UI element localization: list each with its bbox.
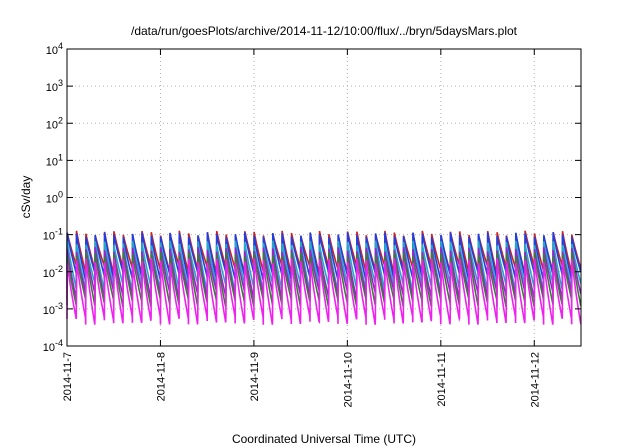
series-line bbox=[66, 240, 582, 292]
y-tick-label: 10-4 bbox=[43, 338, 63, 354]
x-tick-label: 2014-11-8 bbox=[155, 352, 167, 401]
series-line bbox=[66, 232, 582, 281]
y-tick-label: 100 bbox=[46, 190, 63, 206]
x-tick-label: 2014-11-7 bbox=[62, 352, 74, 401]
y-tick-label: 104 bbox=[46, 41, 63, 57]
chart-title: /data/run/goesPlots/archive/2014-11-12/1… bbox=[131, 24, 518, 38]
y-axis-title: cSv/day bbox=[19, 176, 33, 219]
y-tick-label: 10-3 bbox=[43, 301, 63, 317]
x-axis-title: Coordinated Universal Time (UTC) bbox=[232, 432, 416, 446]
y-tick-label: 103 bbox=[46, 78, 63, 94]
grid-layer bbox=[67, 49, 581, 346]
y-tick-label: 10-1 bbox=[43, 227, 63, 243]
series-line bbox=[66, 246, 582, 299]
x-tick-label: 2014-11-11 bbox=[436, 352, 448, 407]
series-line bbox=[66, 230, 582, 274]
y-tick-label: 102 bbox=[46, 115, 63, 131]
series-line bbox=[66, 258, 582, 325]
series-layer bbox=[66, 230, 582, 325]
x-axis: 2014-11-7 2014-11-8 2014-11-9 2014-11-10 201… bbox=[62, 49, 541, 407]
y-tick-label: 101 bbox=[46, 152, 63, 168]
y-tick-label: 10-2 bbox=[43, 264, 63, 280]
x-tick-label: 2014-11-10 bbox=[342, 352, 354, 407]
y-axis: 10-4 10-3 10-2 10-1 100 101 102 103 104 bbox=[43, 41, 581, 354]
x-tick-label: 2014-11-9 bbox=[249, 352, 261, 401]
x-tick-label: 2014-11-12 bbox=[529, 352, 541, 407]
series-line bbox=[66, 251, 582, 308]
